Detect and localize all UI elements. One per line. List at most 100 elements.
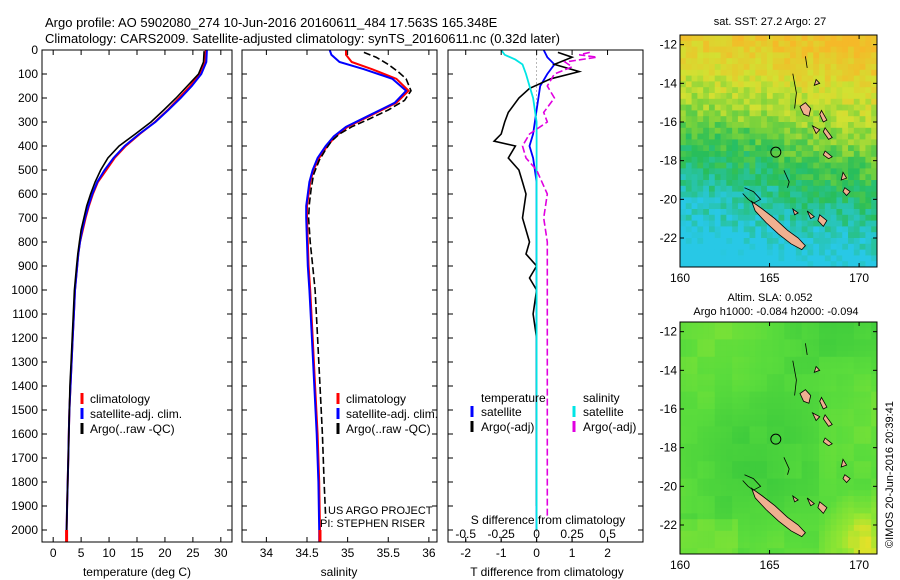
map-cell — [737, 443, 745, 451]
map-cell — [703, 327, 710, 335]
map-cell — [749, 380, 756, 387]
map-cell — [755, 93, 762, 100]
map-cell — [720, 496, 727, 503]
map-cell — [680, 490, 687, 497]
map-cell — [784, 110, 791, 117]
map-cell — [842, 322, 849, 329]
map-cell — [795, 368, 803, 375]
map-cell — [761, 327, 768, 335]
map-cell — [772, 496, 780, 503]
map-cell — [708, 197, 716, 204]
map-cell — [737, 46, 745, 53]
map-cell — [807, 351, 814, 358]
map-cell — [842, 455, 849, 462]
map-cell — [708, 525, 716, 532]
map-cell — [755, 133, 762, 140]
map-cell — [772, 501, 780, 509]
map-cell — [801, 536, 809, 543]
map-cell — [737, 168, 745, 175]
map-cell — [842, 162, 849, 169]
map-cell — [737, 52, 745, 59]
map-cell — [708, 226, 716, 233]
map-cell — [778, 151, 785, 158]
map-cell — [813, 432, 820, 439]
map-cell — [737, 156, 745, 164]
map-cell — [807, 191, 814, 198]
map-cell — [755, 243, 762, 251]
map-cell — [685, 180, 693, 187]
map-cell — [801, 133, 809, 140]
salinity-legend-argo: Argo(..raw -QC) — [346, 422, 431, 436]
map-cell — [755, 385, 762, 393]
map-cell — [697, 548, 704, 554]
map-cell — [790, 455, 797, 462]
map-cell — [732, 168, 739, 175]
map-cell — [830, 220, 838, 227]
map-cell — [824, 168, 832, 175]
map-cell — [859, 507, 867, 514]
map-cell — [865, 197, 872, 204]
map-cell — [842, 220, 849, 227]
map-cell — [737, 496, 745, 503]
map-cell — [853, 69, 861, 77]
map-cell — [743, 356, 751, 364]
map-cell — [836, 238, 843, 245]
map-cell — [714, 220, 722, 227]
map-cell — [824, 548, 832, 554]
map-cell — [720, 75, 727, 82]
y-tick-label: 2000 — [11, 523, 38, 537]
map-cell — [732, 151, 739, 158]
map-cell — [795, 478, 803, 485]
map-cell — [859, 467, 867, 474]
difference-legend-temperature: temperature satellite Argo(-adj) — [470, 391, 546, 434]
map-cell — [703, 519, 710, 526]
map-cell — [680, 197, 687, 204]
map-cell — [790, 122, 797, 129]
map-cell — [795, 397, 803, 404]
map-cell — [807, 104, 814, 111]
map-cell — [859, 414, 867, 422]
map-cell — [714, 496, 722, 503]
map-cell — [772, 261, 780, 267]
map-cell — [784, 333, 791, 340]
map-cell — [778, 490, 785, 497]
map-cell — [836, 542, 843, 549]
map-cell — [703, 81, 710, 88]
map-cell — [737, 116, 745, 123]
map-cell — [726, 40, 733, 48]
map-cell — [795, 156, 803, 164]
map-cell — [830, 174, 838, 181]
temperature-legend-climatology: climatology — [90, 392, 150, 406]
map-cell — [871, 478, 877, 485]
map-cell — [761, 356, 768, 364]
map-cell — [871, 145, 877, 152]
map-cell — [726, 339, 733, 346]
map-cell — [708, 426, 716, 433]
map-cell — [761, 58, 768, 65]
map-cell — [836, 420, 843, 427]
map-cell — [732, 162, 739, 169]
map-cell — [720, 432, 727, 439]
map-cell — [836, 345, 843, 352]
map-cell — [824, 46, 832, 53]
map-cell — [743, 133, 751, 140]
map-cell — [836, 104, 843, 111]
map-cell — [766, 496, 774, 503]
map-cell — [848, 351, 855, 358]
map-cell — [680, 243, 687, 251]
map-cell — [859, 156, 867, 164]
map-cell — [784, 455, 791, 462]
map-cell — [778, 203, 785, 210]
map-cell — [766, 122, 774, 129]
map-cell — [680, 426, 687, 433]
map-cell — [848, 327, 855, 335]
map-cell — [743, 116, 751, 123]
map-cell — [685, 46, 693, 53]
map-cell — [830, 351, 838, 358]
map-cell — [772, 380, 780, 387]
map-cell — [836, 98, 843, 106]
map-cell — [790, 368, 797, 375]
map-cell — [859, 542, 867, 549]
map-cell — [778, 449, 785, 456]
map-cell — [720, 52, 727, 59]
